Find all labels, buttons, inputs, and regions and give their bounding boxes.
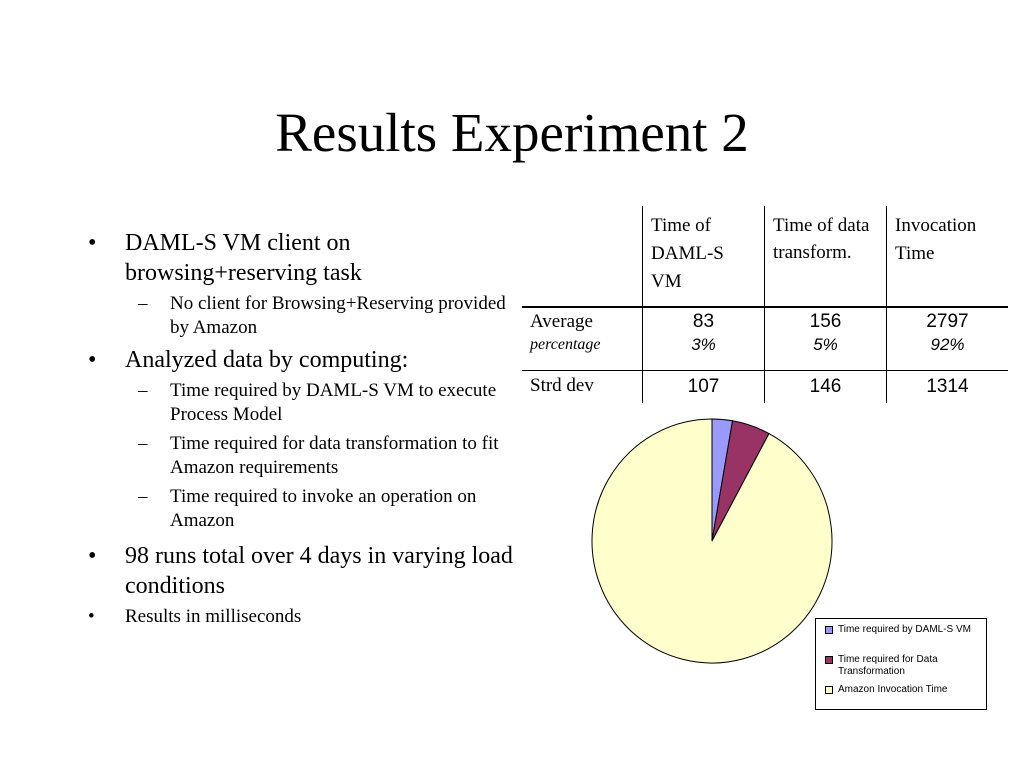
legend-swatch (825, 686, 833, 694)
cell-value: 2797 (926, 311, 969, 332)
bullet-marker: • (88, 230, 97, 256)
bullet-list: • DAML-S VM client on browsing+reserving… (88, 228, 528, 633)
table-header-invocation: Invocation Time (886, 206, 1008, 307)
sub-bullet-text: Time required for data transformation to… (170, 433, 499, 478)
table-row: Average percentage 83 3% 156 5% 2797 92% (522, 306, 1008, 371)
pie-slice (591, 418, 833, 664)
table-cell: 83 3% (642, 306, 765, 371)
legend-item: Time required for Data Transformation (825, 654, 975, 678)
bullet-item: • DAML-S VM client on browsing+reserving… (88, 228, 528, 288)
cell-value: 156 (809, 311, 842, 332)
row-sublabel: percentage (530, 336, 601, 353)
pie-chart (591, 418, 833, 664)
chart-legend: Time required by DAML-S VM Time required… (815, 618, 987, 710)
sub-bullet-marker: – (138, 486, 148, 507)
table-cell: 107 (642, 370, 765, 403)
sub-bullet-text: No client for Browsing+Reserving provide… (170, 293, 506, 338)
table-cell: 1314 (886, 370, 1008, 403)
legend-swatch (825, 626, 833, 634)
sub-bullet-text: Time required by DAML-S VM to execute Pr… (170, 380, 497, 425)
bullet-text: Analyzed data by computing: (125, 347, 409, 373)
row-label-cell: Average percentage (522, 306, 643, 371)
cell-percentage: 3% (691, 335, 716, 354)
cell-percentage: 92% (930, 335, 965, 354)
legend-label: Amazon Invocation Time (838, 684, 948, 695)
row-label: Strd dev (522, 370, 643, 403)
sub-bullet-item: – Time required by DAML-S VM to execute … (133, 379, 528, 427)
legend-swatch (825, 656, 833, 664)
slide-title: Results Experiment 2 (275, 102, 749, 163)
sub-bullet-item: – Time required for data transformation … (133, 432, 528, 480)
bullet-marker: • (88, 543, 97, 569)
legend-label: Time required for Data Transformation (838, 654, 938, 677)
table-header-row: Time of DAML-S VM Time of data transform… (522, 206, 1008, 307)
bullet-item: • Analyzed data by computing: (88, 345, 528, 375)
table-cell: 156 5% (764, 306, 887, 371)
bullet-text: 98 runs total over 4 days in varying loa… (125, 543, 513, 599)
sub-bullet-text: Time required to invoke an operation on … (170, 486, 477, 531)
sub-bullet-item: – No client for Browsing+Reserving provi… (133, 292, 528, 340)
table-header-daml-vm: Time of DAML-S VM (642, 206, 765, 307)
cell-value: 146 (809, 376, 842, 397)
bullet-item: • Results in milliseconds (88, 605, 528, 629)
table-row: Strd dev 107 146 1314 (522, 370, 1008, 403)
sub-bullet-marker: – (138, 433, 148, 454)
cell-percentage: 5% (813, 335, 838, 354)
legend-item: Amazon Invocation Time (825, 684, 948, 696)
cell-value: 83 (692, 311, 715, 332)
bullet-marker: • (88, 347, 97, 373)
sub-bullet-marker: – (138, 293, 148, 314)
bullet-marker: • (88, 606, 95, 627)
legend-item: Time required by DAML-S VM (825, 624, 971, 636)
table-header-corner (522, 206, 643, 307)
bullet-item: • 98 runs total over 4 days in varying l… (88, 541, 528, 601)
cell-value: 107 (687, 376, 720, 397)
sub-bullet-marker: – (138, 380, 148, 401)
results-table: Time of DAML-S VM Time of data transform… (522, 206, 1008, 403)
legend-label: Time required by DAML-S VM (838, 624, 971, 635)
table-header-data-transform: Time of data transform. (764, 206, 887, 307)
bullet-text: Results in milliseconds (125, 606, 302, 627)
row-label: Average (530, 311, 593, 332)
cell-value: 1314 (926, 376, 969, 397)
bullet-text: DAML-S VM client on browsing+reserving t… (125, 230, 362, 286)
sub-bullet-item: – Time required to invoke an operation o… (133, 485, 528, 533)
table-cell: 2797 92% (886, 306, 1008, 371)
table-cell: 146 (764, 370, 887, 403)
